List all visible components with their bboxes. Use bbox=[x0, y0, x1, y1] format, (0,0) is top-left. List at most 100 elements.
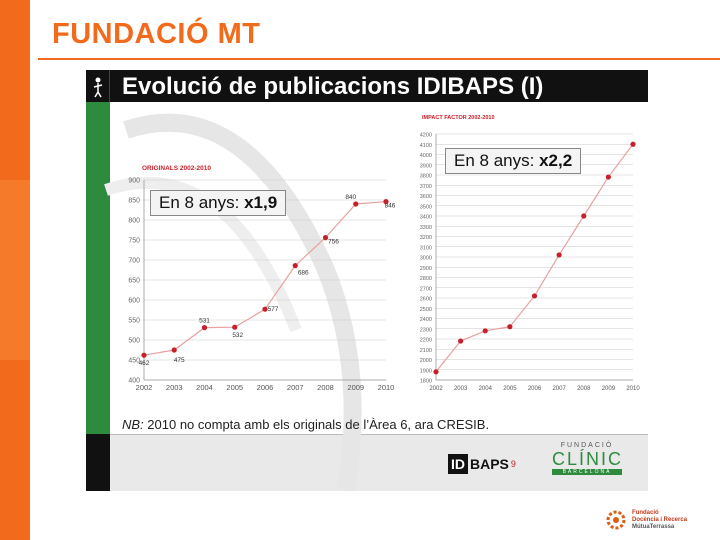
slide-corner-logo bbox=[86, 70, 110, 102]
y-tick-label: 3700 bbox=[420, 184, 432, 190]
slide-green-band bbox=[86, 102, 110, 434]
clinic-logo-top: FUNDACIÓ bbox=[560, 442, 614, 449]
y-tick-label: 450 bbox=[128, 358, 140, 365]
y-tick-label: 2100 bbox=[420, 348, 432, 354]
data-point bbox=[292, 263, 298, 269]
data-point bbox=[383, 199, 389, 205]
y-tick-label: 4000 bbox=[420, 153, 432, 159]
y-tick-label: 3100 bbox=[420, 245, 432, 251]
data-point bbox=[531, 293, 538, 299]
slide-title: Evolució de publicacions IDIBAPS (I) bbox=[122, 73, 544, 100]
y-tick-label: 750 bbox=[128, 238, 140, 245]
y-tick-label: 600 bbox=[128, 298, 140, 305]
slide-image: Evolució de publicacions IDIBAPS (I) NB:… bbox=[86, 70, 648, 491]
footer-logo: Fundació Docència i Recerca MútuaTerrass… bbox=[604, 508, 687, 532]
accent-bar-segment bbox=[0, 360, 30, 540]
footer-logo-text: Fundació Docència i Recerca MútuaTerrass… bbox=[632, 510, 687, 531]
callout-impact-factor: En 8 anys: x2,2 bbox=[445, 148, 582, 174]
page-title: FUNDACIÓ MT bbox=[52, 18, 261, 50]
idibaps-logo-text: BAPS bbox=[470, 456, 509, 472]
slide-logo-band bbox=[110, 434, 648, 491]
x-tick-label: 2008 bbox=[577, 386, 591, 392]
y-tick-label: 2600 bbox=[420, 297, 432, 303]
y-tick-label: 650 bbox=[128, 278, 140, 285]
clinic-logo: FUNDACIÓ CLÍNIC BARCELONA bbox=[552, 442, 622, 475]
chart-impact-factor: IMPACT FACTOR 2002-2010 1800 1900 2000 2100 2… bbox=[420, 115, 641, 392]
y-tick-label: 3400 bbox=[420, 215, 432, 221]
data-label: 686 bbox=[298, 270, 309, 277]
x-tick-label: 2006 bbox=[528, 386, 542, 392]
data-point bbox=[322, 235, 329, 241]
data-point bbox=[581, 213, 587, 219]
x-tick-label: 2003 bbox=[166, 383, 183, 392]
figure-icon bbox=[93, 77, 103, 98]
data-label: 462 bbox=[139, 360, 150, 367]
y-tick-label: 700 bbox=[128, 258, 140, 265]
gear-logo-icon bbox=[606, 510, 626, 530]
data-label: 840 bbox=[345, 194, 356, 201]
y-tick-label: 3600 bbox=[420, 194, 432, 200]
x-tick-label: 2006 bbox=[257, 383, 274, 392]
x-tick-label: 2002 bbox=[136, 383, 153, 392]
y-tick-label: 550 bbox=[128, 318, 140, 325]
data-point bbox=[458, 338, 464, 344]
data-point bbox=[262, 306, 268, 312]
y-tick-label: 3900 bbox=[420, 163, 432, 169]
note-prefix: NB: bbox=[122, 417, 144, 432]
y-tick-label: 3000 bbox=[420, 256, 432, 262]
x-tick-label: 2004 bbox=[479, 386, 493, 392]
data-label: 531 bbox=[199, 318, 210, 325]
x-tick-label: 2007 bbox=[287, 383, 304, 392]
data-point bbox=[201, 325, 208, 331]
clinic-logo-name: CLÍNIC bbox=[552, 449, 624, 469]
footer-logo-line: Fundació bbox=[632, 509, 659, 516]
callout-originals: En 8 anys: x1,9 bbox=[150, 190, 287, 216]
slide-note: NB: 2010 no compta amb els originals de … bbox=[122, 417, 489, 432]
data-label: 756 bbox=[328, 239, 339, 246]
x-tick-label: 2005 bbox=[226, 383, 243, 392]
header-divider bbox=[38, 58, 720, 60]
data-point bbox=[605, 174, 611, 180]
data-label: 532 bbox=[232, 332, 243, 339]
y-tick-label: 1800 bbox=[420, 379, 432, 385]
data-point bbox=[507, 324, 513, 330]
data-point bbox=[556, 252, 562, 258]
callout-impact-prefix: En 8 anys: bbox=[454, 151, 540, 170]
data-point bbox=[433, 369, 439, 375]
data-point bbox=[353, 201, 359, 207]
y-tick-label: 800 bbox=[128, 218, 140, 225]
data-point bbox=[171, 347, 177, 353]
data-label: 846 bbox=[385, 203, 396, 210]
y-tick-label: 3500 bbox=[420, 204, 432, 210]
y-tick-label: 2700 bbox=[420, 286, 432, 292]
x-tick-label: 2009 bbox=[347, 383, 364, 392]
y-tick-label: 2900 bbox=[420, 266, 432, 272]
y-tick-label: 1900 bbox=[420, 368, 432, 374]
y-tick-label: 3800 bbox=[420, 174, 432, 180]
y-tick-label: 2400 bbox=[420, 317, 432, 323]
chart-title: ORIGINALS 2002-2010 bbox=[142, 165, 211, 172]
y-tick-label: 900 bbox=[128, 178, 140, 185]
accent-bar-segment bbox=[0, 0, 30, 180]
clinic-logo-bottom: BARCELONA bbox=[552, 469, 622, 475]
y-tick-label: 400 bbox=[128, 378, 140, 385]
x-tick-label: 2003 bbox=[454, 386, 468, 392]
x-tick-label: 2004 bbox=[196, 383, 213, 392]
y-tick-label: 2200 bbox=[420, 338, 432, 344]
slide-dark-band bbox=[86, 434, 110, 491]
y-tick-label: 850 bbox=[128, 198, 140, 205]
data-label: 577 bbox=[268, 306, 279, 313]
y-tick-label: 2000 bbox=[420, 358, 432, 364]
series-line bbox=[435, 143, 634, 373]
footer-logo-line: Docència i Recerca bbox=[632, 516, 688, 523]
y-tick-label: 2500 bbox=[420, 307, 432, 313]
footer-logo-line: MútuaTerrassa bbox=[632, 523, 675, 530]
x-tick-label: 2008 bbox=[317, 383, 334, 392]
callout-originals-value: x1,9 bbox=[244, 193, 278, 212]
y-tick-label: 4100 bbox=[420, 143, 432, 149]
data-point bbox=[232, 324, 238, 330]
y-tick-label: 4200 bbox=[420, 133, 432, 139]
accent-bar-segment bbox=[0, 180, 30, 360]
data-point bbox=[141, 352, 147, 358]
x-tick-label: 2010 bbox=[378, 383, 395, 392]
